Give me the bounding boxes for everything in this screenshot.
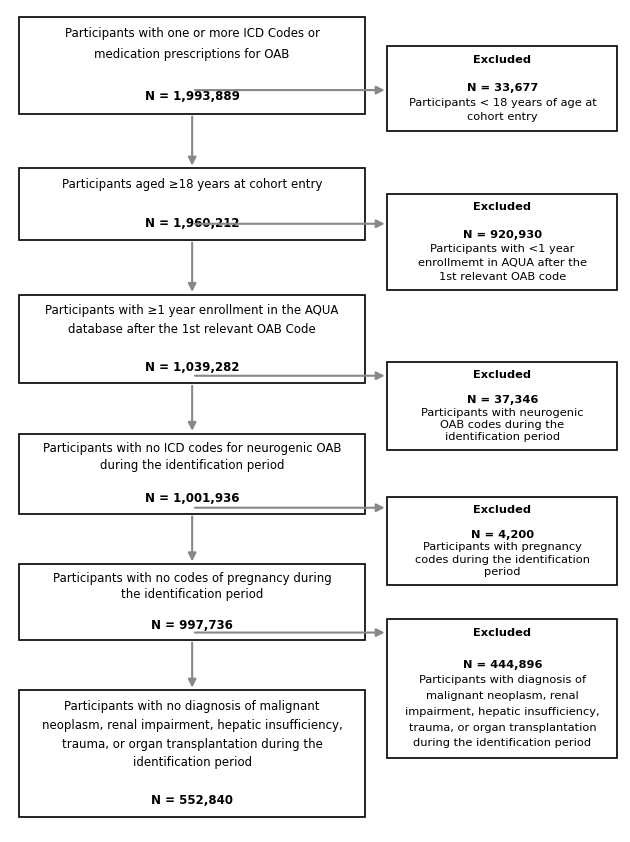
Bar [19,168,365,240]
Text: cohort entry: cohort entry [467,112,538,122]
Text: Participants with no diagnosis of malignant: Participants with no diagnosis of malign… [64,700,320,713]
Bar [387,619,617,758]
Text: Excluded: Excluded [473,202,532,212]
Text: Participants with ≥1 year enrollment in the AQUA: Participants with ≥1 year enrollment in … [45,304,339,317]
Text: Participants aged ≥18 years at cohort entry: Participants aged ≥18 years at cohort en… [62,179,323,191]
Bar [387,362,617,450]
Text: N = 37,346: N = 37,346 [467,395,538,405]
Text: Excluded: Excluded [473,628,532,638]
Text: during the identification period: during the identification period [100,459,284,472]
Text: during the identification period: during the identification period [413,738,592,749]
Text: Participants with one or more ICD Codes or: Participants with one or more ICD Codes … [65,28,319,40]
Text: identification period: identification period [132,756,252,770]
Text: malignant neoplasm, renal: malignant neoplasm, renal [426,691,579,701]
Text: Participants with <1 year: Participants with <1 year [430,244,575,254]
Bar [19,17,365,114]
Bar [387,46,617,131]
Text: Participants with diagnosis of: Participants with diagnosis of [419,675,586,685]
Bar [387,194,617,290]
Text: N = 4,200: N = 4,200 [471,530,534,540]
Text: neoplasm, renal impairment, hepatic insufficiency,: neoplasm, renal impairment, hepatic insu… [42,719,343,732]
Text: N = 444,896: N = 444,896 [462,660,542,670]
Text: Participants with pregnancy: Participants with pregnancy [423,542,582,552]
Text: enrollmemt in AQUA after the: enrollmemt in AQUA after the [418,258,587,268]
Text: medication prescriptions for OAB: medication prescriptions for OAB [94,48,290,61]
Text: Excluded: Excluded [473,504,532,514]
Text: Participants with neurogenic: Participants with neurogenic [421,408,583,418]
Text: N = 552,840: N = 552,840 [151,794,233,807]
Text: identification period: identification period [445,433,560,443]
Text: trauma, or organ transplantation during the: trauma, or organ transplantation during … [62,738,323,751]
Text: Participants < 18 years of age at: Participants < 18 years of age at [408,98,597,108]
Text: impairment, hepatic insufficiency,: impairment, hepatic insufficiency, [405,706,600,717]
Text: N = 997,736: N = 997,736 [151,619,233,632]
Text: the identification period: the identification period [121,588,263,600]
Text: N = 920,930: N = 920,930 [463,230,542,240]
Text: Excluded: Excluded [473,370,532,380]
Text: 1st relevant OAB code: 1st relevant OAB code [439,272,566,282]
Text: codes during the identification: codes during the identification [415,555,590,565]
Text: Excluded: Excluded [473,55,532,65]
Text: OAB codes during the: OAB codes during the [440,420,564,430]
Text: trauma, or organ transplantation: trauma, or organ transplantation [409,722,596,733]
Text: period: period [484,568,520,578]
Bar [19,434,365,514]
Text: N = 33,677: N = 33,677 [467,83,538,93]
Text: N = 1,960,212: N = 1,960,212 [145,217,239,230]
Bar [19,690,365,817]
Bar [387,497,617,585]
Text: Participants with no ICD codes for neurogenic OAB: Participants with no ICD codes for neuro… [43,442,341,456]
Bar [19,564,365,640]
Text: N = 1,001,936: N = 1,001,936 [145,492,239,505]
Text: database after the 1st relevant OAB Code: database after the 1st relevant OAB Code [68,323,316,336]
Text: Participants with no codes of pregnancy during: Participants with no codes of pregnancy … [53,573,331,585]
Text: N = 1,039,282: N = 1,039,282 [145,360,239,374]
Bar [19,295,365,383]
Text: N = 1,993,889: N = 1,993,889 [145,90,239,103]
